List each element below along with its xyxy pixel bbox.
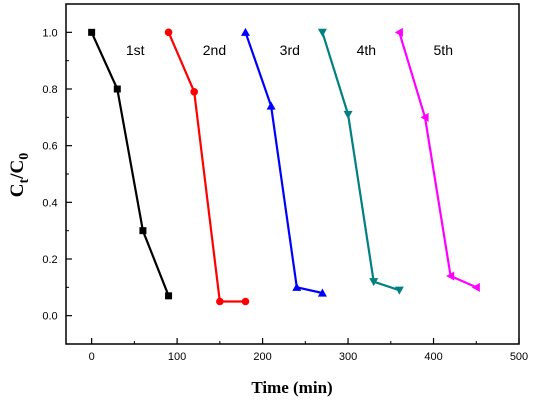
series-label: 1st	[126, 42, 145, 58]
y-tick-label: 0.8	[42, 84, 57, 96]
data-point	[88, 28, 96, 36]
data-point	[241, 297, 250, 306]
x-tick-label: 500	[510, 351, 528, 363]
data-point	[394, 27, 403, 37]
series-line	[244, 31, 323, 295]
x-axis-title: Time (min)	[251, 378, 332, 397]
data-point	[165, 292, 173, 300]
data-point	[240, 27, 250, 36]
x-axis-ticks: 0 100 200 300 400 500	[89, 338, 528, 363]
series-line	[321, 31, 400, 292]
data-point	[266, 101, 276, 110]
data-point	[216, 297, 224, 306]
data-point	[394, 286, 404, 295]
y-tick-label: 0.4	[42, 197, 57, 209]
series-4th	[317, 28, 404, 295]
x-tick-label: 0	[89, 351, 95, 363]
series-label: 2nd	[203, 42, 226, 58]
data-point	[420, 112, 429, 122]
data-point	[190, 88, 199, 96]
series-line	[398, 31, 477, 289]
data-point	[113, 85, 121, 93]
data-point	[164, 28, 173, 37]
data-point	[317, 28, 327, 37]
series-2nd	[164, 28, 250, 306]
data-point	[317, 288, 327, 297]
series-line	[90, 31, 170, 297]
data-point	[292, 282, 302, 291]
series-labels: 1st 2nd 3rd 4th 5th	[126, 42, 453, 58]
data-point	[369, 278, 379, 287]
series-5th	[394, 27, 480, 292]
series-1st	[88, 28, 173, 300]
series-label: 3rd	[280, 42, 300, 58]
series-label: 5th	[434, 42, 453, 58]
series-layer	[88, 27, 480, 306]
data-point	[139, 227, 147, 235]
y-axis-title: Ct/C0	[7, 153, 32, 197]
x-tick-label: 100	[168, 351, 186, 363]
series-label: 4th	[357, 42, 376, 58]
x-tick-label: 400	[424, 351, 442, 363]
data-point	[446, 271, 455, 281]
data-point	[471, 282, 480, 292]
y-tick-label: 0.0	[42, 311, 57, 323]
series-line	[167, 31, 246, 303]
y-tick-label: 0.2	[42, 254, 57, 266]
y-tick-label: 1.0	[42, 27, 57, 39]
data-point	[343, 110, 353, 119]
y-axis-ticks: 0.0 0.2 0.4 0.6 0.8 1.0	[42, 3, 72, 323]
x-tick-label: 200	[253, 351, 271, 363]
y-tick-label: 0.6	[42, 141, 57, 153]
series-3rd	[240, 27, 327, 297]
x-tick-label: 300	[339, 351, 357, 363]
